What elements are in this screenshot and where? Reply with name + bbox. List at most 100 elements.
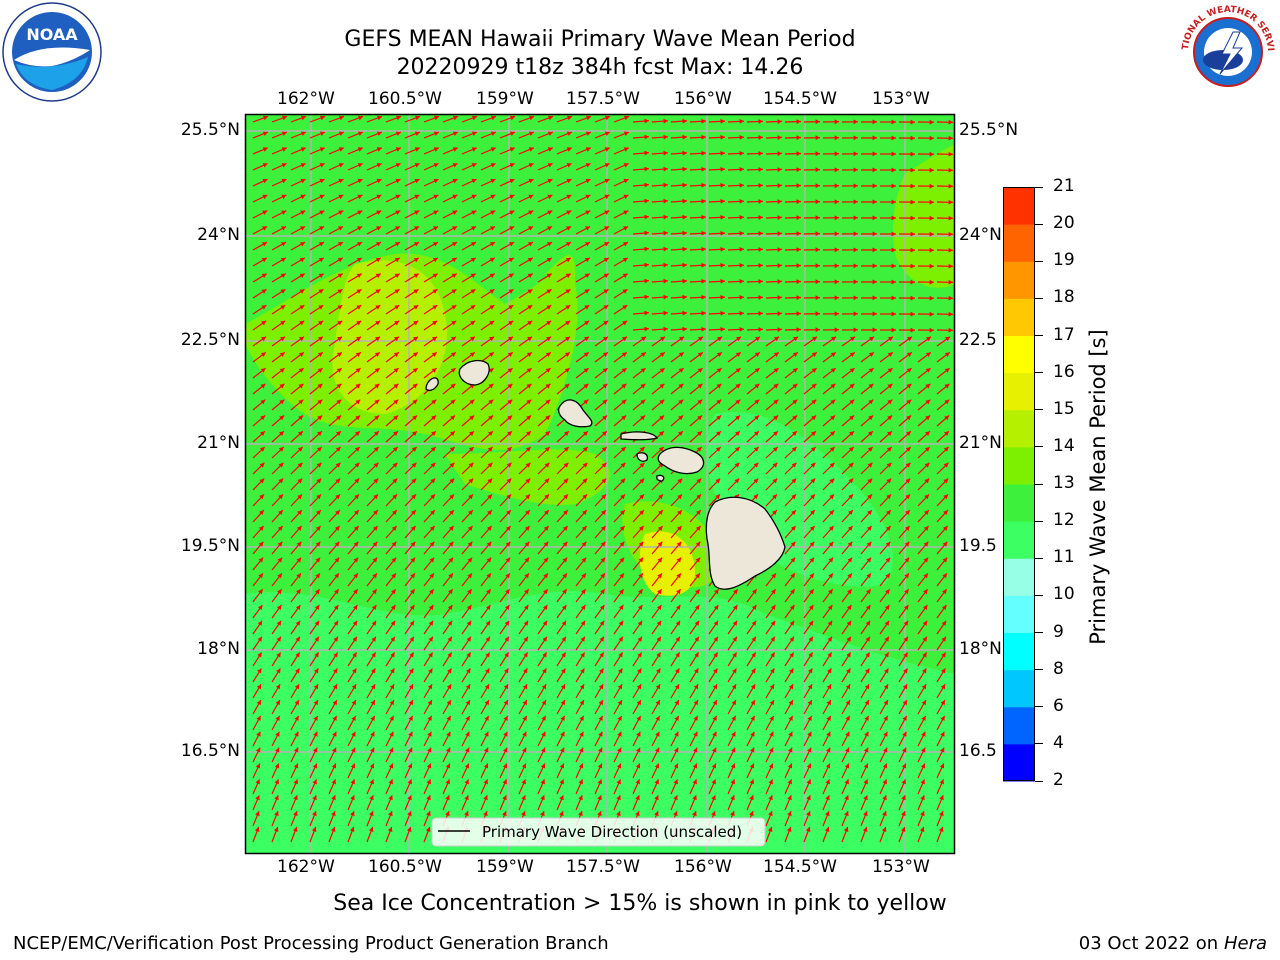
wave-arrow-head: [566, 147, 572, 152]
wave-arrow-head: [845, 684, 851, 690]
colorbar-tick: [1035, 297, 1043, 299]
wave-arrow-head: [390, 652, 395, 658]
wave-arrow-head: [659, 383, 665, 389]
wave-arrow-head: [807, 747, 812, 753]
wave-arrow-head: [872, 263, 877, 269]
wave-arrow-head: [735, 399, 741, 405]
wave-arrow-head: [891, 167, 896, 173]
wave-arrow-head: [753, 494, 758, 500]
wave-arrow-head: [910, 119, 915, 125]
wave-arrow-head: [280, 273, 286, 278]
wave-arrow-head: [277, 526, 283, 531]
wave-arrow-head: [449, 462, 455, 468]
wave-arrow-head: [829, 447, 835, 452]
wave-arrow-head: [701, 294, 706, 300]
wave-arrow-head: [864, 700, 869, 706]
wave-arrow-head: [471, 210, 477, 215]
wave-arrow-head: [637, 605, 643, 610]
wave-arrow-head: [505, 541, 511, 547]
wave-arrow-head: [758, 199, 763, 204]
wave-arrow-head: [617, 747, 622, 753]
wave-arrow-head: [929, 311, 934, 317]
wave-arrow-head: [853, 311, 858, 317]
wave-arrow-head: [828, 526, 834, 531]
wave-arrow-head: [657, 573, 662, 579]
wave-arrow-head: [566, 242, 571, 247]
wave-arrow-head: [943, 510, 948, 515]
island-hawaii: [705, 496, 786, 590]
wave-arrow-head: [296, 573, 301, 579]
wave-arrow-head: [413, 305, 419, 310]
wave-arrow-head: [391, 573, 396, 579]
wave-arrow-head: [891, 295, 896, 301]
wave-arrow-head: [543, 573, 548, 579]
wave-arrow-head: [260, 431, 265, 436]
wave-arrow-head: [447, 636, 452, 642]
wave-arrow-head: [906, 368, 912, 373]
wave-arrow-head: [468, 478, 474, 484]
wave-arrow-head: [695, 541, 701, 547]
wave-arrow-head: [828, 541, 834, 547]
wave-arrow-head: [486, 573, 491, 579]
wave-arrow-head: [701, 182, 706, 188]
wave-arrow-head: [772, 462, 778, 468]
wave-arrow-head: [810, 494, 815, 500]
wave-arrow-head: [944, 383, 950, 389]
wave-arrow-head: [868, 368, 874, 373]
colorbar-tick: [1035, 520, 1043, 522]
wave-arrow-head: [660, 336, 665, 342]
wave-arrow-head: [621, 399, 627, 405]
wave-arrow-head: [639, 510, 644, 515]
wave-arrow-head: [715, 478, 721, 484]
wave-arrow-head: [355, 415, 361, 421]
wave-arrow-head: [262, 210, 268, 215]
wave-arrow-head: [750, 700, 755, 706]
wave-arrow-head: [828, 589, 833, 595]
wave-arrow-head: [658, 447, 664, 452]
wave-arrow-head: [682, 166, 687, 172]
wave-arrow-head: [770, 668, 775, 674]
wave-arrow-head: [694, 605, 700, 610]
wave-arrow-head: [772, 447, 778, 452]
wave-arrow-head: [792, 399, 798, 405]
wave-arrow-head: [370, 715, 375, 721]
wave-arrow-head: [276, 668, 281, 674]
wave-arrow-head: [853, 151, 858, 157]
wave-arrow-head: [547, 178, 553, 184]
wave-arrow-head: [275, 747, 280, 753]
wave-arrow-head: [332, 731, 337, 737]
wave-arrow-head: [525, 478, 531, 484]
wave-arrow-head: [485, 668, 490, 674]
wave-arrow-head: [677, 494, 682, 500]
wave-arrow-head: [526, 352, 532, 357]
wave-arrow-head: [891, 311, 896, 317]
wave-arrow-head: [693, 747, 698, 753]
wave-arrow-head: [682, 134, 687, 140]
wave-arrow-head: [887, 415, 893, 421]
wave-arrow-head: [262, 147, 268, 152]
wave-arrow-head: [770, 605, 776, 610]
period-band-13-14: [332, 260, 447, 414]
wave-arrow-head: [297, 510, 302, 515]
sea-ice-note: Sea Ice Concentration > 15% is shown in …: [333, 891, 947, 916]
wave-arrow-head: [830, 399, 836, 405]
wave-arrow-head: [772, 510, 777, 515]
wave-arrow-head: [394, 273, 400, 278]
wave-arrow-head: [796, 295, 801, 300]
wave-arrow-head: [712, 684, 718, 690]
wave-arrow-head: [259, 510, 264, 515]
wave-arrow-head: [413, 320, 419, 326]
wave-arrow-head: [540, 779, 545, 785]
wave-arrow-head: [334, 589, 339, 595]
wave-arrow-head: [788, 684, 794, 690]
wave-arrow-head: [939, 763, 945, 769]
wave-arrow-head: [905, 478, 911, 484]
wave-arrow-head: [372, 573, 377, 579]
wave-arrow-head: [490, 178, 496, 184]
wave-arrow-head: [261, 320, 267, 326]
wave-arrow-head: [750, 684, 756, 690]
wave-arrow-head: [275, 700, 280, 706]
wave-arrow-head: [693, 715, 698, 721]
wave-arrow-head: [298, 431, 303, 436]
wave-arrow-head: [414, 178, 420, 184]
